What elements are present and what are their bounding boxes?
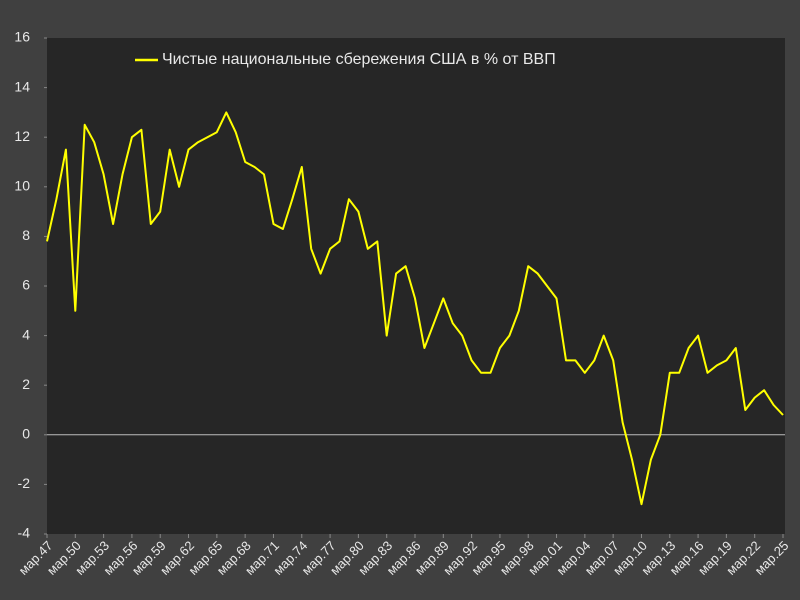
y-tick-label: -4 — [18, 525, 31, 541]
y-tick-label: -2 — [18, 475, 31, 491]
y-tick-label: 16 — [14, 29, 30, 45]
series-line — [46, 111, 784, 506]
legend-label: Чистые национальные сбережения США в % о… — [162, 51, 556, 68]
y-tick-label: 8 — [22, 227, 30, 243]
y-tick-label: 10 — [14, 178, 30, 194]
plot-area — [47, 38, 785, 534]
y-tick-label: 14 — [14, 78, 30, 94]
y-tick-label: 0 — [22, 426, 30, 442]
y-tick-label: 2 — [22, 376, 30, 392]
y-tick-label: 4 — [22, 326, 30, 342]
y-tick-label: 12 — [14, 128, 30, 144]
y-tick-label: 6 — [22, 277, 30, 293]
